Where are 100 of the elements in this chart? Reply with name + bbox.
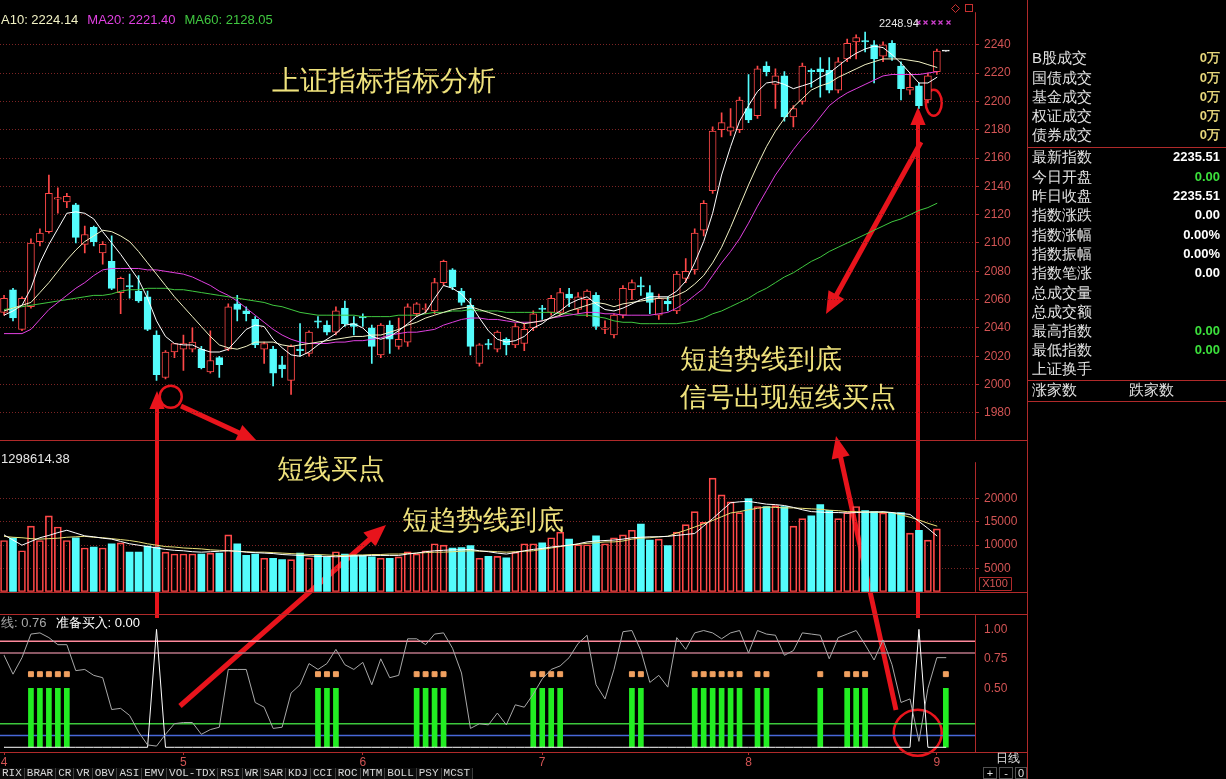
text: 跌家数 <box>1129 380 1174 400</box>
y-tick-label: 0.75 <box>984 651 1008 666</box>
bar <box>663 545 672 592</box>
text: MA60: 2128.05 <box>184 11 273 27</box>
text: 总成交量 <box>1032 283 1092 303</box>
text: A10: 2224.14 <box>1 11 79 27</box>
y-tick-label: 5000 <box>984 560 1012 575</box>
text: 0万 <box>1199 69 1220 87</box>
y-tick-label: 2200 <box>984 93 1012 108</box>
text: VOL-TDX <box>167 767 219 779</box>
x-tick-label: 4 <box>0 754 8 769</box>
text: 国债成交 <box>1032 68 1092 88</box>
text: WR <box>243 767 262 779</box>
text: 最低指数 <box>1032 340 1092 360</box>
text: 0.00% <box>1183 226 1220 244</box>
text: 0万 <box>1199 126 1220 144</box>
text: 上证换手 <box>1032 359 1092 379</box>
annotation: 2248.94 <box>879 16 919 29</box>
y-tick-label: 20000 <box>984 490 1018 505</box>
text: MA20: 2221.40 <box>87 11 176 27</box>
y-tick-label: 2000 <box>984 376 1012 391</box>
annotation: 短线买点 <box>277 452 385 484</box>
y-tick-label: 2120 <box>984 206 1012 221</box>
annotation: 短趋势线到底 <box>680 342 842 374</box>
text: BRAR <box>24 767 57 779</box>
y-tick-label: 0.50 <box>984 680 1008 695</box>
y-tick-label: 15000 <box>984 514 1018 529</box>
text: - <box>999 767 1013 779</box>
y-tick-label: 2240 <box>984 37 1012 52</box>
text: 总成交额 <box>1032 302 1092 322</box>
text: B股成交 <box>1032 48 1088 68</box>
series-label: 线: 0.76 <box>1 614 47 630</box>
candlestick <box>278 355 286 378</box>
bar <box>89 546 98 592</box>
bar <box>502 557 511 592</box>
y-tick-label: 10000 <box>984 537 1018 552</box>
bar <box>215 552 224 592</box>
y-tick-label: 1980 <box>984 405 1012 420</box>
text: 最新指数 <box>1032 147 1092 167</box>
candlestick <box>314 316 322 329</box>
text: MTM <box>360 767 386 779</box>
x-tick-label: 7 <box>538 754 546 769</box>
text: 权证成交 <box>1032 106 1092 126</box>
text: 2235.51 <box>1173 148 1220 166</box>
y-tick-label: 1.00 <box>984 621 1008 636</box>
text: MCST <box>441 767 473 779</box>
text: 0.00% <box>1183 245 1220 263</box>
text: RSI <box>218 767 244 779</box>
annotation: 1298614.38 <box>1 450 70 466</box>
bar <box>538 542 547 592</box>
text: OBV <box>92 767 118 779</box>
text: + <box>983 767 997 779</box>
text: 昨日收盘 <box>1032 186 1092 206</box>
text: 0.00 <box>1194 264 1220 282</box>
bar <box>71 537 80 592</box>
text: 0.00 <box>1194 168 1220 186</box>
text: ASI <box>117 767 143 779</box>
bar <box>107 543 116 592</box>
text: 上证指标指标分析 <box>272 64 496 98</box>
bar <box>9 537 17 592</box>
text: SAR <box>261 767 287 779</box>
text: PSY <box>416 767 442 779</box>
annotation: 信号出现短线买点 <box>680 380 896 412</box>
text: 0万 <box>1199 107 1220 125</box>
text: 0.00 <box>1194 206 1220 224</box>
text: 指数涨幅 <box>1032 225 1092 245</box>
text: 基金成交 <box>1032 87 1092 107</box>
text: CR <box>56 767 75 779</box>
text: 涨家数 <box>1032 380 1077 400</box>
bar <box>385 557 394 592</box>
y-tick-label: 2080 <box>984 263 1012 278</box>
text: BOLL <box>385 767 417 779</box>
y-tick-label: 2060 <box>984 291 1012 306</box>
y-tick-label: 2040 <box>984 320 1012 335</box>
x-tick-label: 6 <box>359 754 367 769</box>
x-tick-label: 9 <box>933 754 941 769</box>
y-tick-label: 2180 <box>984 122 1012 137</box>
text: 指数笔涨 <box>1032 263 1092 283</box>
y-tick-label: 2100 <box>984 235 1012 250</box>
text: 最高指数 <box>1032 321 1092 341</box>
text: 指数涨跌 <box>1032 205 1092 225</box>
bar <box>565 538 573 592</box>
candlestick <box>601 320 609 334</box>
text: 0 <box>1015 767 1027 779</box>
text: RIX <box>0 767 25 779</box>
text: 0万 <box>1199 88 1220 106</box>
text: 0万 <box>1199 49 1220 67</box>
text: CCI <box>310 767 336 779</box>
y-tick-label: 2140 <box>984 178 1012 193</box>
y-tick-label: 2220 <box>984 65 1012 80</box>
bar <box>296 552 304 592</box>
text: 今日开盘 <box>1032 167 1092 187</box>
text: 债券成交 <box>1032 125 1092 145</box>
y-axis-title: X100 <box>982 576 1008 589</box>
bar <box>915 529 923 592</box>
text: 0.00 <box>1194 341 1220 359</box>
text: 日线 <box>995 751 1021 766</box>
text: 0.00 <box>1194 322 1220 340</box>
text: 2235.51 <box>1173 187 1220 205</box>
y-tick-label: 2160 <box>984 150 1012 165</box>
